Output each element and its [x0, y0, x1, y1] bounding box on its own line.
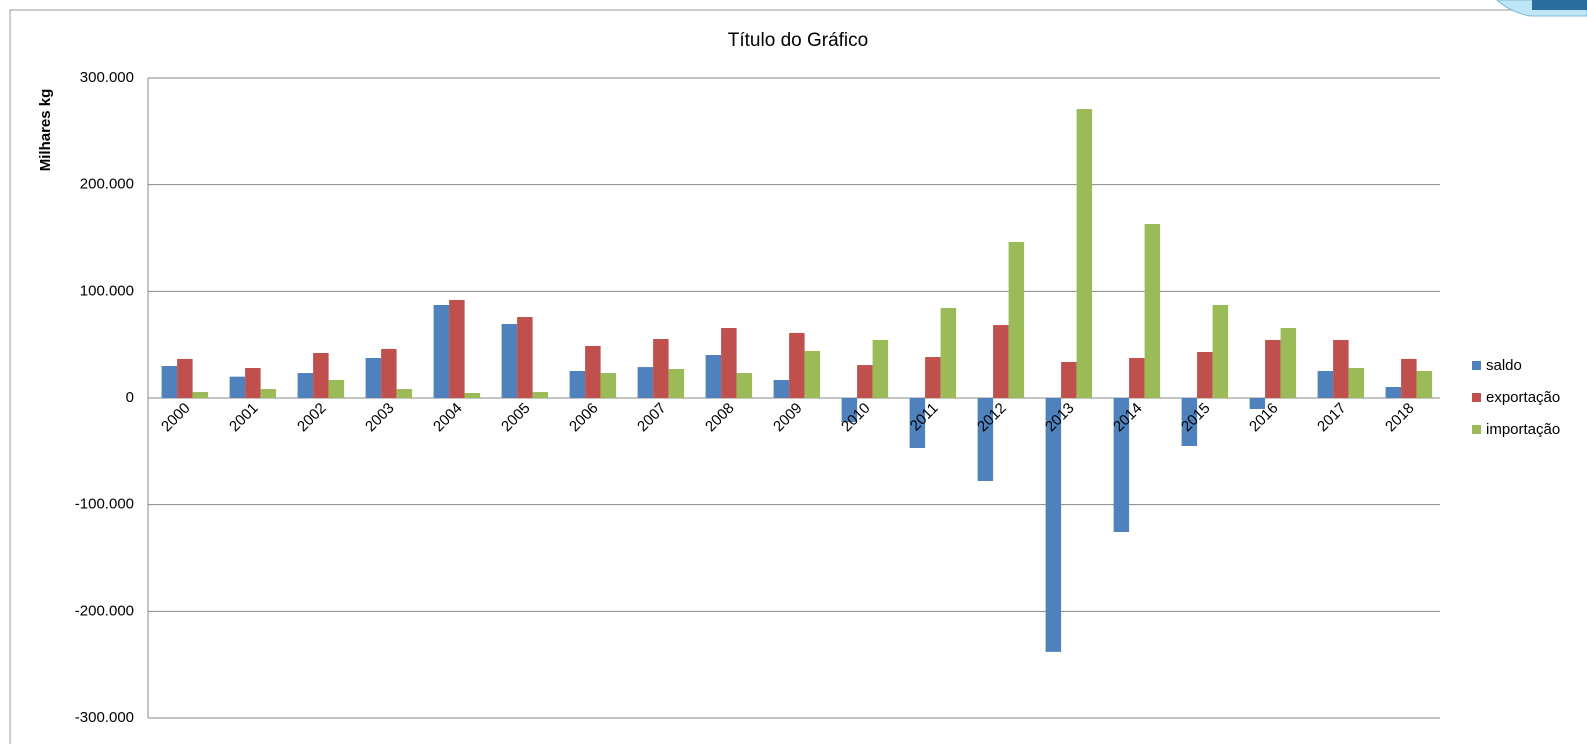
bar [1181, 398, 1198, 446]
bar [637, 367, 654, 398]
bar [925, 357, 941, 398]
bar [229, 376, 246, 398]
bar [1385, 387, 1402, 398]
legend-swatch [1472, 361, 1481, 370]
bar [532, 392, 549, 398]
y-tick-label: 200.000 [80, 176, 134, 193]
y-tick-label: 0 [126, 389, 134, 406]
bar [177, 358, 193, 398]
bar [1416, 371, 1433, 398]
legend-label: importação [1486, 421, 1560, 438]
bar [1348, 368, 1365, 398]
y-tick-label: -300.000 [75, 709, 134, 726]
bar [940, 307, 957, 398]
bar [396, 389, 413, 398]
bar [1045, 398, 1062, 652]
bar [381, 348, 397, 398]
bar [653, 339, 669, 398]
y-tick-label: 100.000 [80, 282, 134, 299]
bar [841, 398, 858, 422]
y-tick-label: -100.000 [75, 496, 134, 513]
bar [977, 398, 994, 481]
decoration [1532, 0, 1587, 10]
bar [433, 304, 450, 398]
bar [857, 365, 873, 398]
bar [1317, 371, 1334, 398]
bar [313, 352, 329, 398]
bar [705, 355, 722, 398]
bar [585, 345, 601, 398]
bar [1129, 358, 1145, 398]
legend-swatch [1472, 393, 1481, 402]
bar [260, 389, 277, 398]
bar [1144, 224, 1161, 398]
legend-label: exportação [1486, 389, 1560, 406]
bar [1212, 304, 1229, 398]
y-tick-label: 300.000 [80, 69, 134, 86]
bar [569, 371, 586, 398]
bar [1249, 398, 1266, 409]
bar [993, 325, 1009, 398]
bar [1197, 352, 1213, 398]
bar [161, 366, 178, 398]
bar [736, 373, 753, 398]
bar [789, 332, 805, 398]
bar [872, 339, 889, 398]
bar [192, 392, 209, 398]
bar [1076, 109, 1093, 398]
bar [1061, 361, 1077, 398]
bar [245, 368, 261, 398]
legend-swatch [1472, 425, 1481, 434]
bar [773, 379, 790, 398]
legend-label: saldo [1486, 357, 1522, 374]
bar [501, 323, 518, 398]
bar [449, 299, 465, 398]
y-axis-title: Milhares kg [37, 89, 54, 172]
bar [721, 328, 737, 398]
y-tick-label: -200.000 [75, 602, 134, 619]
bar [600, 373, 617, 398]
bar [464, 392, 481, 398]
bar [1265, 339, 1281, 398]
bar [328, 379, 345, 398]
bar [1113, 398, 1130, 532]
bar [668, 368, 685, 398]
bar [297, 373, 314, 398]
chart-title: Título do Gráfico [728, 30, 868, 51]
bar [1333, 339, 1349, 398]
bar [804, 350, 821, 398]
bar [1401, 358, 1417, 398]
bar [909, 398, 926, 449]
bar [1280, 328, 1297, 398]
bar [1008, 241, 1025, 398]
bar [365, 358, 382, 398]
bar [517, 317, 533, 398]
